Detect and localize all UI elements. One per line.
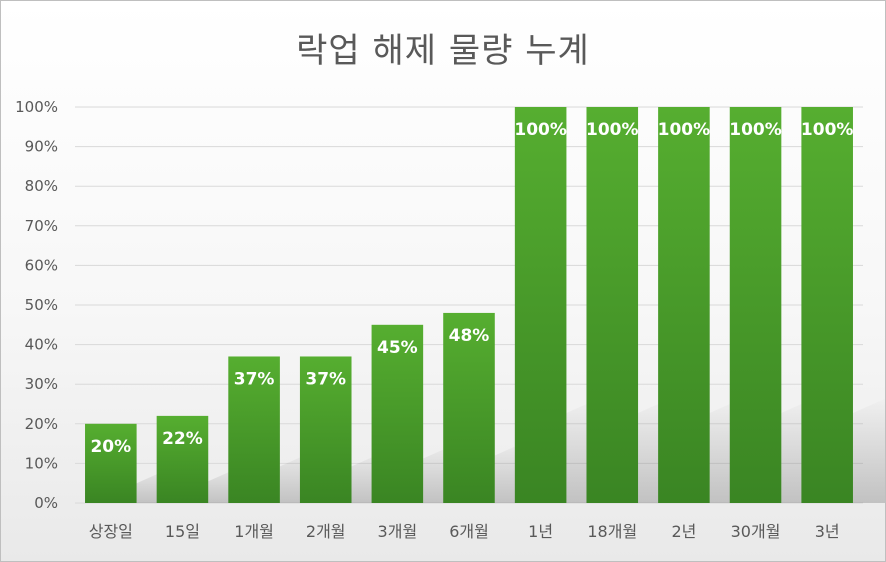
bar — [586, 107, 639, 503]
y-tick-label: 100% — [15, 98, 58, 116]
chart-title: 락업 해제 물량 누계 — [296, 31, 590, 71]
x-category-label: 1년 — [528, 522, 553, 541]
x-category-label: 1개월 — [234, 522, 274, 541]
bar — [228, 356, 280, 503]
data-label: 100% — [658, 120, 711, 140]
y-tick-label: 80% — [25, 177, 58, 195]
bar — [729, 107, 782, 503]
data-label: 20% — [90, 437, 131, 457]
y-tick-label: 30% — [25, 375, 58, 393]
data-label: 100% — [729, 120, 782, 140]
data-label: 45% — [377, 338, 418, 358]
bar — [801, 107, 853, 503]
x-axis-categories: 상장일 15일 1개월 2개월 3개월 6개월 1년 18개월 2년 30개월 3년 — [89, 522, 840, 541]
x-category-label: 15일 — [165, 522, 200, 541]
y-tick-label: 50% — [25, 296, 58, 314]
data-label: 100% — [586, 120, 639, 140]
y-tick-label: 20% — [25, 415, 58, 433]
x-category-label: 30개월 — [731, 522, 781, 541]
bar — [156, 415, 209, 503]
x-category-label: 18개월 — [587, 522, 637, 541]
bar — [443, 312, 495, 503]
bar — [85, 423, 137, 503]
y-tick-label: 10% — [25, 454, 58, 472]
y-tick-label: 0% — [34, 494, 58, 512]
bar — [299, 356, 352, 503]
y-tick-label: 90% — [25, 138, 58, 156]
bar-shadow — [852, 398, 885, 503]
y-tick-label: 70% — [25, 217, 58, 235]
bar — [371, 324, 424, 503]
y-tick-label: 40% — [25, 336, 58, 354]
data-label: 37% — [305, 369, 346, 389]
bar — [514, 107, 567, 503]
x-category-label: 2개월 — [306, 522, 346, 541]
data-label: 22% — [162, 429, 203, 449]
x-category-label: 6개월 — [449, 522, 489, 541]
x-category-label: 3개월 — [378, 522, 418, 541]
data-label: 37% — [234, 369, 275, 389]
y-tick-label: 60% — [25, 256, 58, 274]
bars — [85, 107, 853, 503]
x-category-label: 3년 — [815, 522, 840, 541]
x-category-label: 상장일 — [89, 522, 133, 541]
y-axis-ticks: 0% 10% 20% 30% 40% 50% 60% 70% 80% 90% 100% — [15, 98, 58, 512]
x-category-label: 2년 — [671, 522, 696, 541]
data-labels: 20% 22% 37% 37% 45% 48% 100% 100% 100% 100% 100% — [90, 120, 853, 457]
data-label: 100% — [514, 120, 567, 140]
bar — [658, 107, 710, 503]
data-label: 100% — [801, 120, 854, 140]
data-label: 48% — [449, 326, 490, 346]
